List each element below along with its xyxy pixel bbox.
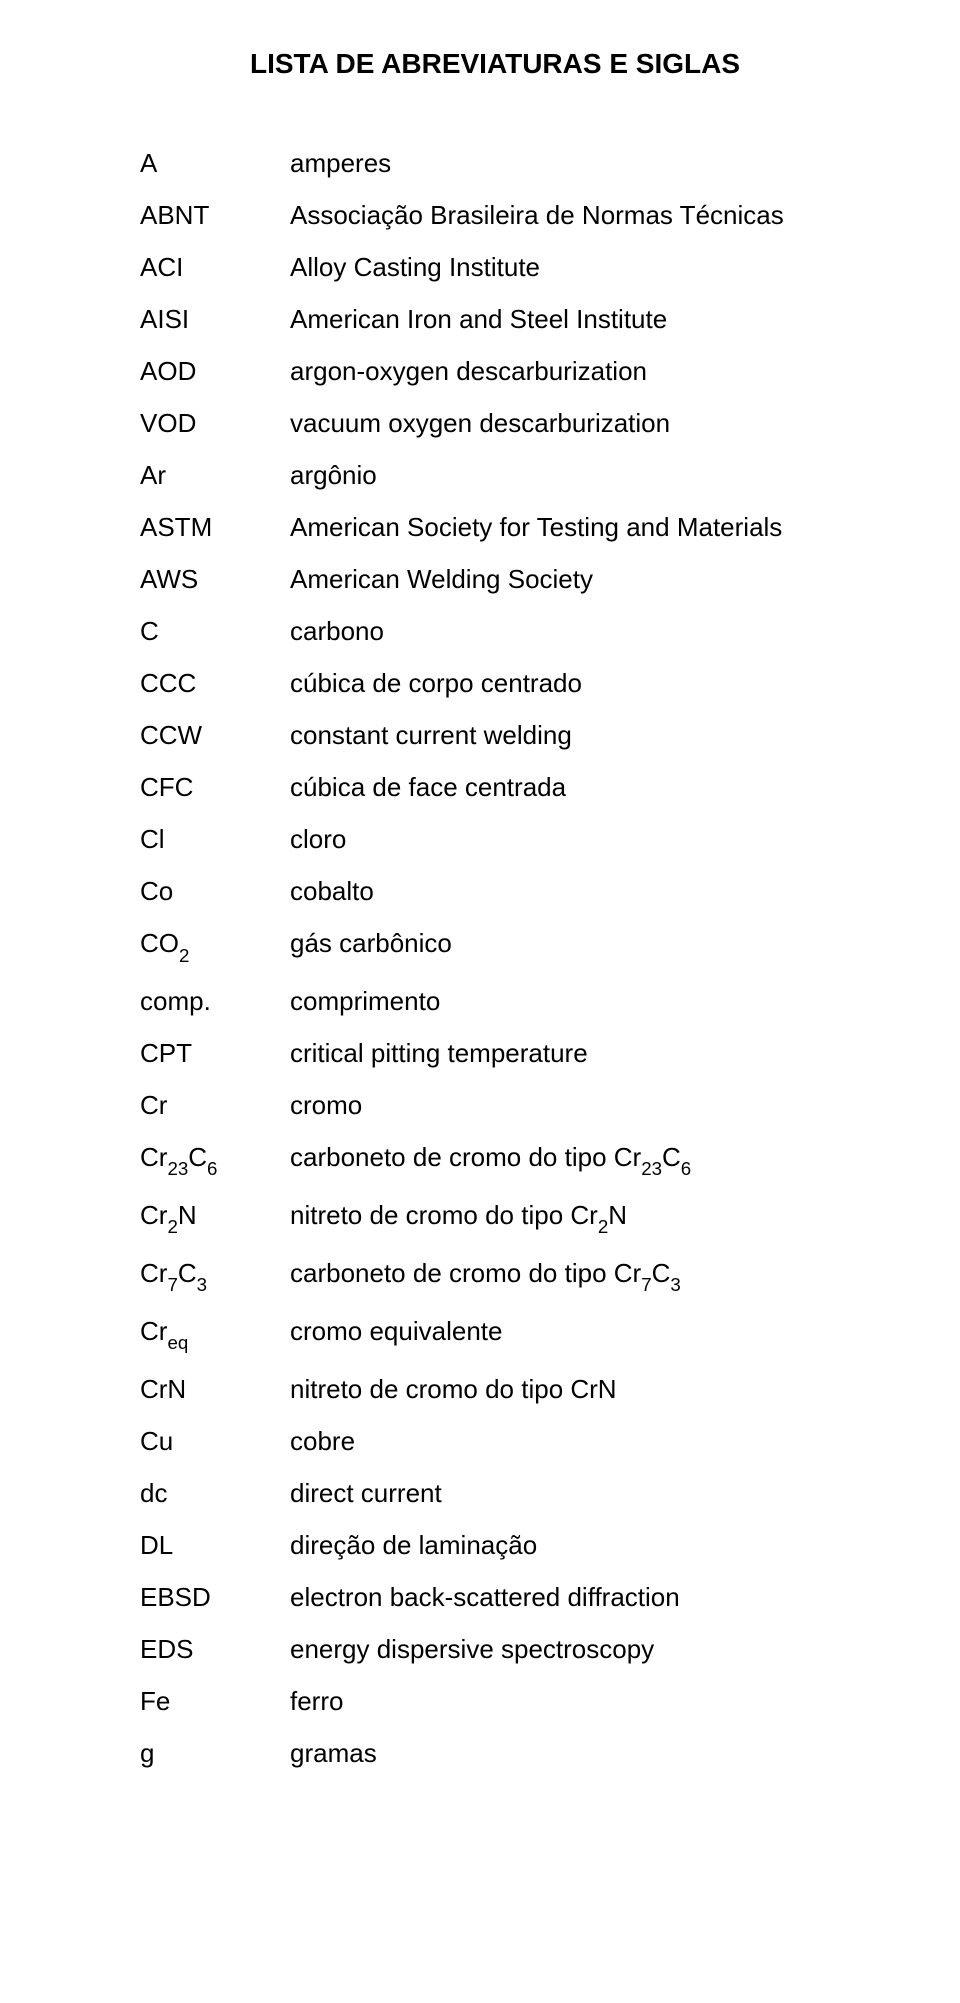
- abbr-cell: Cl: [140, 826, 290, 852]
- table-row: comp.comprimento: [140, 988, 850, 1014]
- abbr-cell: VOD: [140, 410, 290, 436]
- definition-cell: gramas: [290, 1740, 850, 1766]
- definition-cell: argon-oxygen descarburization: [290, 358, 850, 384]
- abbr-cell: CPT: [140, 1040, 290, 1066]
- abbr-cell: dc: [140, 1480, 290, 1506]
- abbr-cell: A: [140, 150, 290, 176]
- definition-cell: critical pitting temperature: [290, 1040, 850, 1066]
- definition-cell: cobre: [290, 1428, 850, 1454]
- table-row: Aamperes: [140, 150, 850, 176]
- abbr-cell: Cr23C6: [140, 1144, 290, 1176]
- table-row: Cr7C3carboneto de cromo do tipo Cr7C3: [140, 1260, 850, 1292]
- definition-cell: cromo: [290, 1092, 850, 1118]
- abbr-cell: g: [140, 1740, 290, 1766]
- table-row: Cocobalto: [140, 878, 850, 904]
- abbr-cell: CO2: [140, 930, 290, 962]
- definition-cell: comprimento: [290, 988, 850, 1014]
- definition-cell: American Iron and Steel Institute: [290, 306, 850, 332]
- definition-cell: amperes: [290, 150, 850, 176]
- abbr-cell: CFC: [140, 774, 290, 800]
- abbreviation-list: AamperesABNTAssociação Brasileira de Nor…: [140, 150, 850, 1766]
- definition-cell: nitreto de cromo do tipo CrN: [290, 1376, 850, 1402]
- definition-cell: argônio: [290, 462, 850, 488]
- abbr-cell: Ar: [140, 462, 290, 488]
- definition-cell: constant current welding: [290, 722, 850, 748]
- abbr-cell: Cr7C3: [140, 1260, 290, 1292]
- definition-cell: ferro: [290, 1688, 850, 1714]
- definition-cell: carbono: [290, 618, 850, 644]
- definition-cell: direct current: [290, 1480, 850, 1506]
- table-row: ABNTAssociação Brasileira de Normas Técn…: [140, 202, 850, 228]
- table-row: EDSenergy dispersive spectroscopy: [140, 1636, 850, 1662]
- table-row: Ccarbono: [140, 618, 850, 644]
- table-row: AISIAmerican Iron and Steel Institute: [140, 306, 850, 332]
- table-row: dcdirect current: [140, 1480, 850, 1506]
- table-row: AWSAmerican Welding Society: [140, 566, 850, 592]
- abbr-cell: ASTM: [140, 514, 290, 540]
- definition-cell: nitreto de cromo do tipo Cr2N: [290, 1202, 850, 1234]
- table-row: DLdireção de laminação: [140, 1532, 850, 1558]
- table-row: CCCcúbica de corpo centrado: [140, 670, 850, 696]
- definition-cell: Alloy Casting Institute: [290, 254, 850, 280]
- abbr-cell: Cu: [140, 1428, 290, 1454]
- table-row: ASTMAmerican Society for Testing and Mat…: [140, 514, 850, 540]
- abbr-cell: ACI: [140, 254, 290, 280]
- table-row: Clcloro: [140, 826, 850, 852]
- table-row: CPTcritical pitting temperature: [140, 1040, 850, 1066]
- page: LISTA DE ABREVIATURAS E SIGLAS AamperesA…: [0, 0, 960, 2003]
- definition-cell: cromo equivalente: [290, 1318, 850, 1344]
- definition-cell: carboneto de cromo do tipo Cr23C6: [290, 1144, 850, 1176]
- table-row: ggramas: [140, 1740, 850, 1766]
- abbr-cell: CCW: [140, 722, 290, 748]
- table-row: Cucobre: [140, 1428, 850, 1454]
- abbr-cell: DL: [140, 1532, 290, 1558]
- definition-cell: carboneto de cromo do tipo Cr7C3: [290, 1260, 850, 1292]
- table-row: VODvacuum oxygen descarburization: [140, 410, 850, 436]
- abbr-cell: AOD: [140, 358, 290, 384]
- definition-cell: American Society for Testing and Materia…: [290, 514, 850, 540]
- table-row: EBSDelectron back-scattered diffraction: [140, 1584, 850, 1610]
- abbr-cell: AWS: [140, 566, 290, 592]
- table-row: Arargônio: [140, 462, 850, 488]
- table-row: Crcromo: [140, 1092, 850, 1118]
- table-row: Cr23C6carboneto de cromo do tipo Cr23C6: [140, 1144, 850, 1176]
- abbr-cell: Cr: [140, 1092, 290, 1118]
- definition-cell: vacuum oxygen descarburization: [290, 410, 850, 436]
- table-row: ACIAlloy Casting Institute: [140, 254, 850, 280]
- definition-cell: American Welding Society: [290, 566, 850, 592]
- table-row: Feferro: [140, 1688, 850, 1714]
- abbr-cell: Cr2N: [140, 1202, 290, 1234]
- table-row: AODargon-oxygen descarburization: [140, 358, 850, 384]
- definition-cell: cúbica de corpo centrado: [290, 670, 850, 696]
- abbr-cell: comp.: [140, 988, 290, 1014]
- table-row: Cr2Nnitreto de cromo do tipo Cr2N: [140, 1202, 850, 1234]
- table-row: CFCcúbica de face centrada: [140, 774, 850, 800]
- abbr-cell: EDS: [140, 1636, 290, 1662]
- abbr-cell: CCC: [140, 670, 290, 696]
- table-row: Creqcromo equivalente: [140, 1318, 850, 1350]
- definition-cell: energy dispersive spectroscopy: [290, 1636, 850, 1662]
- abbr-cell: ABNT: [140, 202, 290, 228]
- abbr-cell: Fe: [140, 1688, 290, 1714]
- definition-cell: cobalto: [290, 878, 850, 904]
- table-row: CrNnitreto de cromo do tipo CrN: [140, 1376, 850, 1402]
- table-row: CO2gás carbônico: [140, 930, 850, 962]
- abbr-cell: Co: [140, 878, 290, 904]
- table-row: CCWconstant current welding: [140, 722, 850, 748]
- abbr-cell: CrN: [140, 1376, 290, 1402]
- definition-cell: gás carbônico: [290, 930, 850, 956]
- definition-cell: cúbica de face centrada: [290, 774, 850, 800]
- abbr-cell: Creq: [140, 1318, 290, 1350]
- definition-cell: electron back-scattered diffraction: [290, 1584, 850, 1610]
- page-title: LISTA DE ABREVIATURAS E SIGLAS: [140, 48, 850, 80]
- definition-cell: cloro: [290, 826, 850, 852]
- abbr-cell: EBSD: [140, 1584, 290, 1610]
- abbr-cell: C: [140, 618, 290, 644]
- abbr-cell: AISI: [140, 306, 290, 332]
- definition-cell: Associação Brasileira de Normas Técnicas: [290, 202, 850, 228]
- definition-cell: direção de laminação: [290, 1532, 850, 1558]
